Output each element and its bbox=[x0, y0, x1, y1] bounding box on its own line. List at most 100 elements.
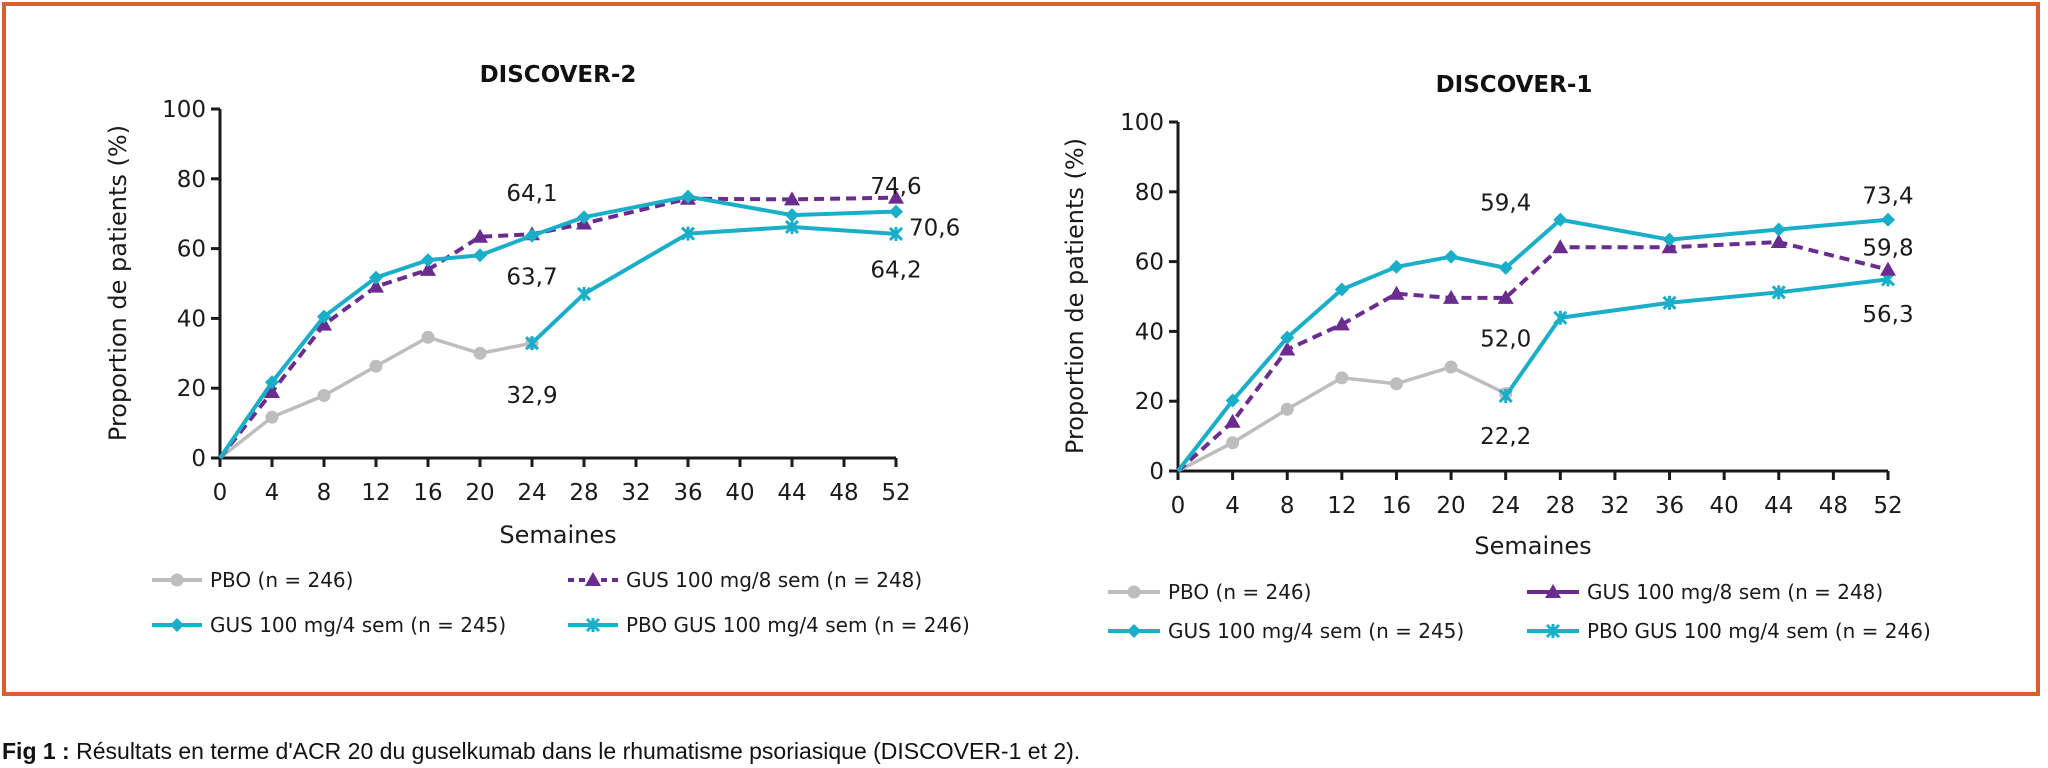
x-tick-label: 28 bbox=[1546, 493, 1575, 519]
data-point bbox=[524, 336, 540, 351]
data-label: 56,3 bbox=[1862, 302, 1913, 328]
data-point bbox=[784, 219, 800, 235]
y-axis-title: Proportion de patients (%) bbox=[1061, 138, 1089, 454]
legend: PBO (n = 246) GUS 100 mg/8 sem (n = 248) G… bbox=[152, 568, 970, 637]
data-point bbox=[317, 389, 331, 403]
data-point bbox=[1881, 212, 1895, 227]
x-tick-label: 8 bbox=[1280, 493, 1295, 519]
y-tick-label: 60 bbox=[1135, 250, 1164, 276]
x-tick-label: 0 bbox=[1171, 493, 1186, 519]
legend-marker-star-icon bbox=[1545, 623, 1561, 639]
caption-prefix: Fig 1 : bbox=[2, 738, 70, 764]
data-point bbox=[576, 286, 592, 302]
legend-label: PBO (n = 246) bbox=[210, 568, 353, 592]
x-tick-label: 24 bbox=[1491, 493, 1520, 519]
data-point bbox=[1553, 310, 1568, 325]
caption-text: Résultats en terme d'ACR 20 du guselkuma… bbox=[69, 738, 1081, 764]
data-point bbox=[369, 270, 383, 285]
series-gus4 bbox=[218, 189, 903, 460]
legend-marker-circle-icon bbox=[170, 573, 184, 587]
chart-title: DISCOVER-2 bbox=[480, 62, 637, 88]
x-tick-label: 48 bbox=[829, 480, 858, 506]
y-tick-label: 40 bbox=[1135, 319, 1164, 345]
x-tick-label: 12 bbox=[361, 480, 390, 506]
data-point bbox=[264, 384, 280, 399]
x-tick-label: 28 bbox=[569, 480, 598, 506]
y-tick-label: 80 bbox=[1135, 180, 1164, 206]
data-point bbox=[316, 316, 332, 331]
legend-marker-star-icon bbox=[585, 617, 601, 633]
x-tick-label: 16 bbox=[1382, 493, 1411, 519]
y-tick-label: 20 bbox=[1135, 389, 1164, 415]
data-point bbox=[784, 191, 800, 206]
data-point bbox=[420, 261, 436, 276]
x-tick-label: 20 bbox=[465, 480, 494, 506]
legend-item-pbo: PBO (n = 246) bbox=[152, 568, 353, 592]
data-point bbox=[421, 253, 435, 268]
data-label: 52,0 bbox=[1480, 326, 1531, 352]
series-gus8 bbox=[218, 189, 904, 460]
figure-caption: Fig 1 : Résultats en terme d'ACR 20 du g… bbox=[2, 738, 1080, 765]
data-point bbox=[577, 210, 591, 225]
x-tick-label: 52 bbox=[1873, 493, 1902, 519]
legend-marker-circle-icon bbox=[1127, 585, 1141, 599]
legend-item-pbo-gus: PBO GUS 100 mg/4 sem (n = 246) bbox=[568, 613, 970, 637]
data-point bbox=[889, 204, 903, 219]
data-point bbox=[1770, 234, 1787, 249]
data-point bbox=[681, 189, 695, 204]
legend-item-pbo: PBO (n = 246) bbox=[1108, 580, 1311, 604]
legend: PBO (n = 246) GUS 100 mg/8 sem (n = 248) G… bbox=[1108, 580, 1931, 643]
data-point bbox=[265, 410, 279, 424]
data-point bbox=[368, 278, 384, 293]
data-point bbox=[1444, 360, 1458, 374]
legend-label: GUS 100 mg/8 sem (n = 248) bbox=[626, 568, 922, 592]
chart-title: DISCOVER-1 bbox=[1436, 72, 1593, 98]
x-tick-label: 16 bbox=[413, 480, 442, 506]
y-tick-label: 0 bbox=[1149, 459, 1164, 485]
data-label: 63,7 bbox=[506, 265, 557, 291]
legend-label: PBO (n = 246) bbox=[1168, 580, 1311, 604]
x-axis-title: Semaines bbox=[499, 521, 616, 549]
data-point bbox=[1279, 341, 1296, 356]
data-point bbox=[1553, 212, 1568, 227]
y-tick-label: 80 bbox=[177, 167, 206, 193]
series-gus4 bbox=[1176, 212, 1895, 473]
legend-item-gus4: GUS 100 mg/4 sem (n = 245) bbox=[152, 613, 506, 637]
x-tick-label: 44 bbox=[777, 480, 806, 506]
x-tick-label: 44 bbox=[1764, 493, 1793, 519]
legend-item-gus4: GUS 100 mg/4 sem (n = 245) bbox=[1108, 619, 1464, 643]
data-point bbox=[680, 226, 696, 241]
legend-label: PBO GUS 100 mg/4 sem (n = 246) bbox=[1587, 619, 1931, 643]
figure-frame bbox=[2, 2, 2040, 696]
data-point bbox=[785, 208, 799, 223]
data-label: 64,2 bbox=[870, 258, 921, 284]
series-line bbox=[530, 224, 897, 345]
data-label: 59,4 bbox=[1480, 190, 1531, 216]
legend-marker-diamond-icon bbox=[170, 618, 184, 632]
data-point bbox=[1443, 289, 1460, 304]
legend-item-gus8: GUS 100 mg/8 sem (n = 248) bbox=[568, 568, 922, 592]
data-point bbox=[369, 359, 383, 373]
legend-marker-triangle-icon bbox=[585, 572, 601, 586]
y-tick-label: 40 bbox=[177, 306, 206, 332]
x-tick-label: 20 bbox=[1436, 493, 1465, 519]
data-point bbox=[1226, 436, 1240, 450]
x-tick-label: 0 bbox=[213, 480, 228, 506]
x-tick-label: 4 bbox=[1225, 493, 1240, 519]
data-point bbox=[1389, 377, 1403, 391]
data-point bbox=[473, 346, 487, 360]
data-point bbox=[1662, 232, 1677, 247]
data-point bbox=[1880, 261, 1896, 276]
legend-label: GUS 100 mg/8 sem (n = 248) bbox=[1587, 580, 1883, 604]
x-tick-label: 32 bbox=[1600, 493, 1629, 519]
series-pbo-gus bbox=[1498, 272, 1896, 404]
legend-label: PBO GUS 100 mg/4 sem (n = 246) bbox=[626, 613, 970, 637]
legend-item-gus8: GUS 100 mg/8 sem (n = 248) bbox=[1527, 580, 1883, 604]
data-point bbox=[317, 309, 331, 324]
data-label: 64,1 bbox=[506, 181, 557, 207]
data-point bbox=[1444, 249, 1459, 264]
data-point bbox=[1335, 371, 1349, 385]
data-label: 73,4 bbox=[1862, 183, 1913, 209]
x-tick-label: 24 bbox=[517, 480, 546, 506]
data-point bbox=[525, 228, 539, 243]
